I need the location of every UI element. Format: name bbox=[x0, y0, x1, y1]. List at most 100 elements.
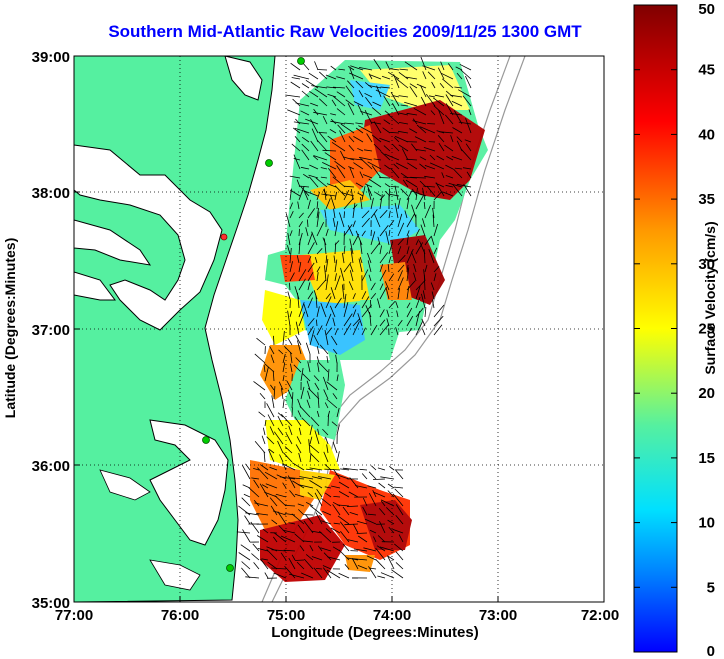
velocity-vector bbox=[314, 492, 323, 507]
velocity-vector bbox=[285, 94, 301, 98]
velocity-vector bbox=[293, 158, 301, 161]
velocity-vector bbox=[421, 293, 426, 309]
velocity-vector bbox=[338, 572, 350, 579]
velocity-vector bbox=[422, 290, 426, 300]
velocity-vector bbox=[307, 297, 313, 309]
velocity-vector bbox=[360, 197, 363, 210]
velocity-vector bbox=[344, 564, 350, 570]
velocity-vector bbox=[397, 198, 401, 210]
velocity-vector bbox=[316, 248, 323, 255]
velocity-vector bbox=[399, 68, 409, 71]
velocity-vector bbox=[357, 535, 368, 543]
velocity-vector bbox=[268, 448, 275, 454]
velocity-vector bbox=[252, 543, 260, 552]
velocity-vector bbox=[462, 167, 472, 170]
velocity-vector bbox=[289, 282, 291, 291]
velocity-vector bbox=[406, 327, 413, 336]
velocity-vector bbox=[241, 497, 251, 507]
velocity-vector bbox=[296, 255, 300, 264]
velocity-vector bbox=[438, 109, 445, 125]
velocity-vector bbox=[295, 321, 300, 336]
velocity-vector bbox=[347, 225, 354, 237]
velocity-vector bbox=[295, 335, 302, 346]
velocity-vector bbox=[260, 558, 269, 570]
velocity-vector bbox=[369, 529, 377, 534]
velocity-vector bbox=[430, 235, 435, 246]
velocity-vector bbox=[298, 228, 300, 237]
velocity-vector bbox=[453, 110, 463, 125]
velocity-vector bbox=[392, 103, 400, 116]
velocity-vector bbox=[387, 264, 390, 273]
velocity-vector bbox=[350, 248, 354, 264]
velocity-vector bbox=[264, 491, 278, 498]
velocity-vector bbox=[372, 490, 377, 498]
velocity-vector bbox=[301, 136, 310, 143]
velocity-vector bbox=[460, 69, 472, 80]
velocity-vector bbox=[322, 565, 332, 570]
velocity-vector bbox=[397, 264, 405, 273]
velocity-vector bbox=[419, 163, 427, 170]
velocity-vector bbox=[316, 325, 323, 336]
velocity-vector bbox=[448, 182, 463, 188]
velocity-vector bbox=[437, 135, 445, 143]
velocity-vector bbox=[379, 546, 395, 552]
velocity-vector bbox=[361, 230, 366, 237]
velocity-vector bbox=[254, 353, 266, 364]
velocity-vector bbox=[259, 483, 269, 498]
velocity-vector bbox=[279, 454, 284, 463]
velocity-vector bbox=[332, 86, 346, 89]
velocity-vector bbox=[289, 188, 292, 201]
velocity-vector bbox=[359, 240, 363, 255]
velocity-vector bbox=[296, 561, 305, 570]
velocity-vector bbox=[288, 573, 305, 579]
velocity-vector bbox=[242, 529, 251, 543]
velocity-vector bbox=[411, 204, 417, 219]
velocity-vector bbox=[433, 315, 444, 327]
velocity-vector bbox=[332, 317, 336, 327]
velocity-vector bbox=[287, 310, 291, 327]
velocity-vectors bbox=[236, 56, 472, 579]
colorbar-tick-label: 0 bbox=[707, 643, 715, 659]
velocity-vector bbox=[429, 154, 436, 161]
velocity-vector bbox=[307, 361, 311, 373]
velocity-vector bbox=[450, 94, 463, 98]
velocity-vector bbox=[261, 558, 269, 561]
velocity-vector bbox=[415, 149, 427, 152]
velocity-vector bbox=[348, 166, 355, 170]
velocity-vector bbox=[362, 506, 368, 516]
velocity-vector bbox=[298, 452, 302, 463]
velocity-vector bbox=[282, 362, 286, 373]
velocity-vector bbox=[311, 128, 319, 143]
velocity-vector bbox=[348, 144, 355, 152]
velocity-vector bbox=[320, 167, 328, 170]
velocity-vector bbox=[339, 521, 350, 534]
x-tick-label: 75:00 bbox=[267, 607, 305, 624]
velocity-vector bbox=[336, 407, 340, 418]
velocity-vector bbox=[273, 532, 287, 543]
velocity-vector bbox=[387, 71, 400, 80]
velocity-vector bbox=[358, 125, 373, 134]
velocity-vector bbox=[356, 520, 368, 525]
velocity-vector bbox=[371, 134, 382, 143]
velocity-vector bbox=[319, 344, 329, 355]
velocity-vector bbox=[421, 318, 426, 327]
velocity-vector bbox=[325, 436, 329, 445]
velocity-vector bbox=[424, 236, 432, 246]
velocity-vector bbox=[334, 275, 341, 291]
velocity-vector bbox=[350, 188, 354, 201]
velocity-vector bbox=[310, 102, 319, 107]
velocity-vector bbox=[344, 122, 355, 125]
velocity-vector bbox=[413, 107, 427, 116]
velocity-vector bbox=[424, 175, 436, 179]
velocity-vector bbox=[242, 484, 251, 489]
velocity-vector bbox=[305, 227, 309, 237]
velocity-vector bbox=[441, 72, 454, 80]
velocity-vector bbox=[368, 73, 373, 80]
velocity-vector bbox=[423, 185, 436, 188]
velocity-vector bbox=[379, 194, 383, 210]
velocity-vector bbox=[289, 175, 301, 179]
velocity-vector bbox=[416, 83, 427, 89]
velocity-vector bbox=[367, 252, 372, 264]
velocity-vector bbox=[333, 208, 336, 219]
